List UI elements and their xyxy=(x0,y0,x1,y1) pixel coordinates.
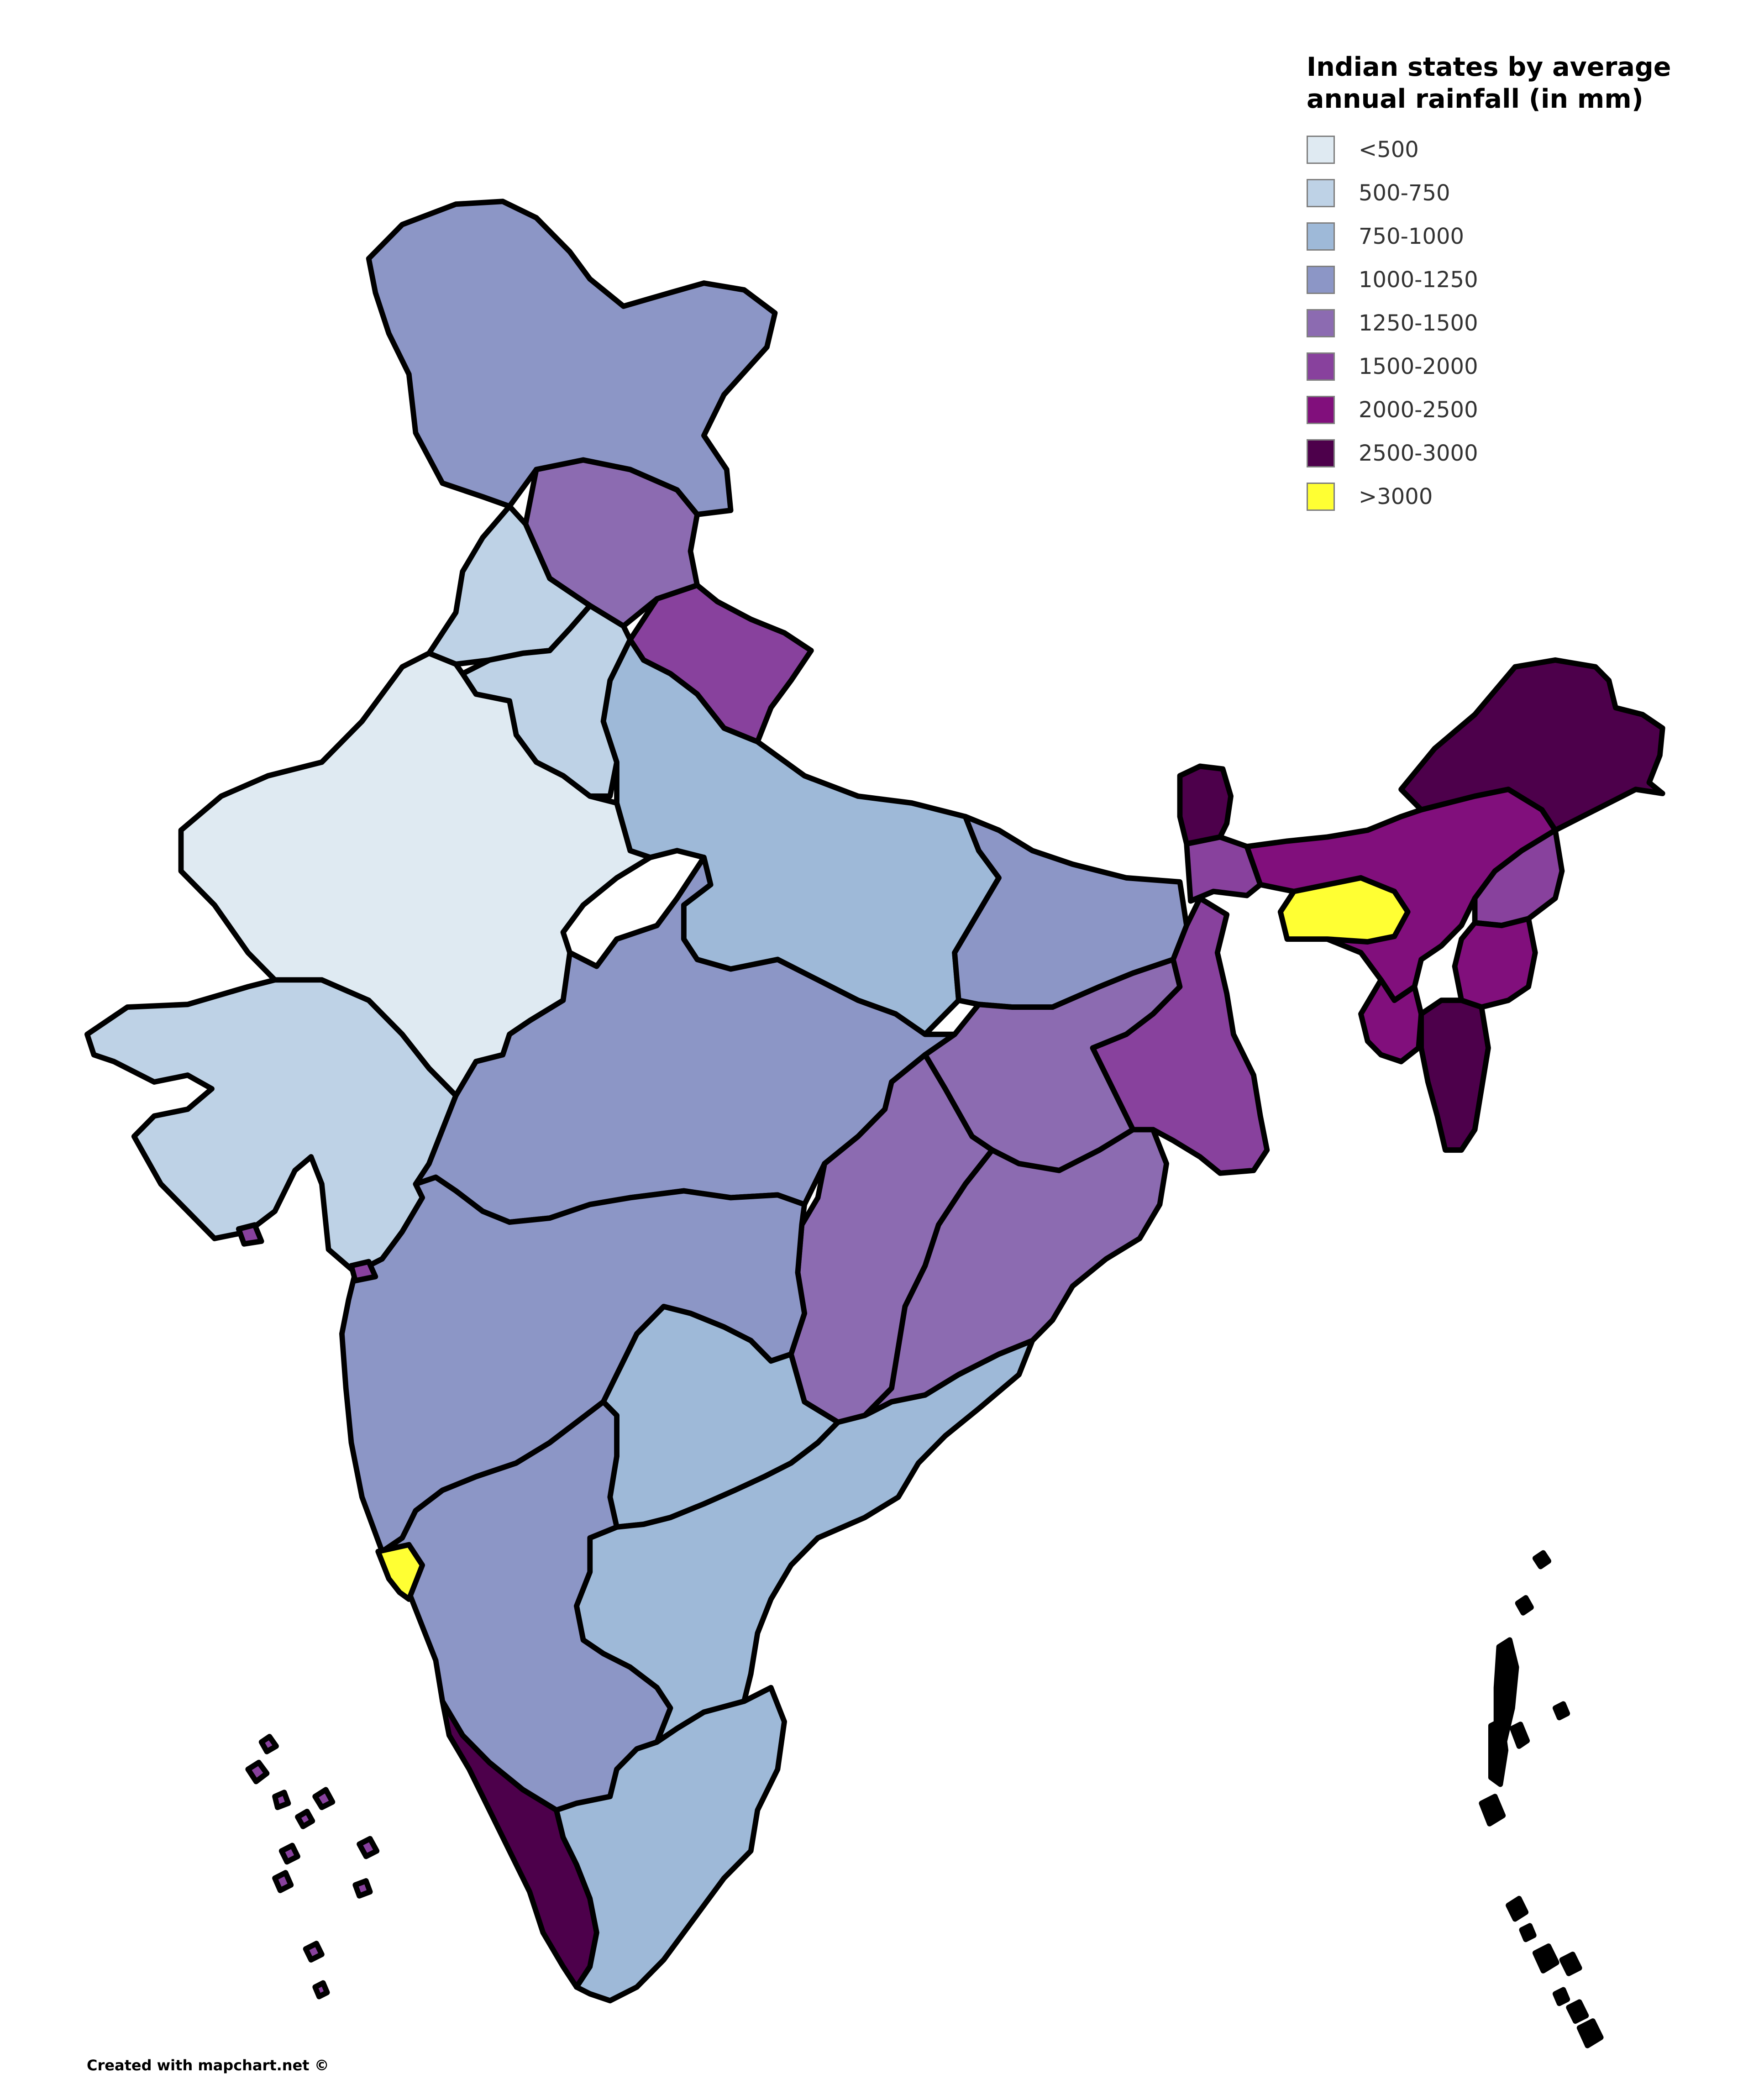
legend-item: >3000 xyxy=(1307,475,1717,518)
legend-label: 500-750 xyxy=(1359,180,1450,206)
legend-label: >3000 xyxy=(1359,483,1433,509)
region-west-bengal[interactable] xyxy=(1090,834,1270,1176)
legend-item: 750-1000 xyxy=(1307,215,1717,258)
region-mizoram[interactable] xyxy=(1418,997,1491,1153)
legend-swatch xyxy=(1307,482,1335,511)
legend-label: 2000-2500 xyxy=(1359,397,1478,423)
legend-item: 2000-2500 xyxy=(1307,388,1717,431)
legend-label: <500 xyxy=(1359,136,1419,163)
legend-item: 1250-1500 xyxy=(1307,301,1717,345)
legend-item: 1000-1250 xyxy=(1307,258,1717,301)
legend-item: 500-750 xyxy=(1307,171,1717,215)
legend-label: 1250-1500 xyxy=(1359,310,1478,336)
legend-swatch xyxy=(1307,439,1335,467)
legend-item: <500 xyxy=(1307,128,1717,171)
legend-swatch xyxy=(1307,309,1335,337)
legend: Indian states by average annual rainfall… xyxy=(1307,51,1717,518)
legend-items: <500 500-750 750-1000 1000-1250 1250-1500 150… xyxy=(1307,128,1717,518)
legend-title: Indian states by average annual rainfall… xyxy=(1307,52,1671,114)
region-lakshadweep[interactable] xyxy=(245,1734,380,2000)
legend-label: 2500-3000 xyxy=(1359,440,1478,466)
region-jammu-and-kashmir[interactable] xyxy=(366,199,778,517)
legend-label: 1500-2000 xyxy=(1359,353,1478,379)
legend-item: 2500-3000 xyxy=(1307,431,1717,475)
region-small-west-coast[interactable] xyxy=(236,1222,378,1284)
region-goa[interactable] xyxy=(375,1542,425,1602)
legend-swatch xyxy=(1307,222,1335,251)
legend-swatch xyxy=(1307,135,1335,164)
legend-swatch xyxy=(1307,265,1335,294)
region-sikkim[interactable] xyxy=(1177,763,1234,847)
legend-item: 1500-2000 xyxy=(1307,345,1717,388)
region-andaman-and-nicobar[interactable] xyxy=(1479,1550,1604,2048)
legend-label: 1000-1250 xyxy=(1359,267,1478,293)
region-gujarat[interactable] xyxy=(84,977,459,1276)
legend-swatch xyxy=(1307,178,1335,207)
region-tripura[interactable] xyxy=(1358,977,1424,1065)
legend-swatch xyxy=(1307,352,1335,381)
legend-label: 750-1000 xyxy=(1359,223,1465,249)
region-tamil-nadu[interactable] xyxy=(553,1685,787,2004)
credit-text: Created with mapchart.net © xyxy=(87,2057,329,2074)
region-manipur[interactable] xyxy=(1452,916,1538,1010)
region-meghalaya[interactable] xyxy=(1277,875,1411,945)
legend-swatch xyxy=(1307,395,1335,424)
